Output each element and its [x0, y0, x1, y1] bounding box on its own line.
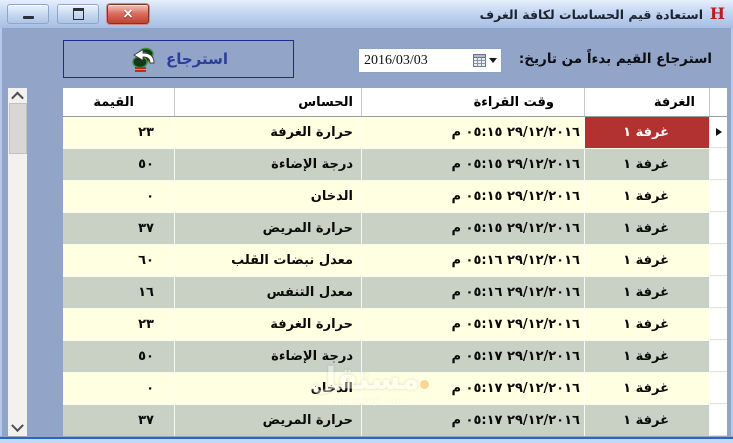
- restore-data-icon: [132, 47, 155, 72]
- window-title: استعادة قيم الحساسات لكافة الغرف: [479, 6, 703, 22]
- cell-sensor[interactable]: حرارة الغرفة: [175, 117, 362, 148]
- cell-time[interactable]: ٢٩/١٢/٢٠١٦ ٠٥:١٧ م: [362, 309, 585, 340]
- app-logo-icon: H: [709, 3, 725, 23]
- column-header-time[interactable]: وقت القراءة: [362, 88, 585, 116]
- sensor-values-grid: الغرفة وقت القراءة الحساس القيمة غرفة ١ …: [63, 88, 727, 437]
- cell-sensor[interactable]: درجة الإضاءة: [175, 149, 362, 180]
- cell-value[interactable]: ٠: [63, 373, 175, 404]
- record-selector-cell[interactable]: [710, 341, 727, 372]
- record-selector-cell[interactable]: [710, 245, 727, 276]
- scrollbar-thumb[interactable]: [9, 103, 27, 154]
- retrieve-button-label: استرجاع: [165, 50, 229, 68]
- calendar-icon: [473, 54, 486, 67]
- column-header-sensor[interactable]: الحساس: [175, 88, 362, 116]
- table-row[interactable]: غرفة ١ ٢٩/١٢/٢٠١٦ ٠٥:١٧ م درجة الإضاءة ٥…: [63, 341, 727, 373]
- cell-value[interactable]: ٣٧: [63, 213, 175, 244]
- cell-time[interactable]: ٢٩/١٢/٢٠١٦ ٠٥:١٧ م: [362, 373, 585, 404]
- table-row[interactable]: غرفة ١ ٢٩/١٢/٢٠١٦ ٠٥:١٥ م حرارة الغرفة ٢…: [63, 117, 727, 149]
- table-body: غرفة ١ ٢٩/١٢/٢٠١٦ ٠٥:١٥ م حرارة الغرفة ٢…: [63, 117, 727, 437]
- cell-value[interactable]: ٣٧: [63, 405, 175, 436]
- cell-room[interactable]: غرفة ١: [585, 277, 710, 308]
- cell-sensor[interactable]: حرارة المريض: [175, 405, 362, 436]
- record-selector-cell[interactable]: [710, 277, 727, 308]
- cell-value[interactable]: ٥٠: [63, 149, 175, 180]
- minimize-button[interactable]: [7, 4, 49, 24]
- record-selector-cell[interactable]: [710, 181, 727, 212]
- record-selector-cell[interactable]: [710, 373, 727, 404]
- record-selector-header: [710, 88, 727, 116]
- date-value[interactable]: 2016/03/03: [364, 52, 428, 68]
- cell-value[interactable]: ٦٠: [63, 245, 175, 276]
- cell-room[interactable]: غرفة ١: [585, 373, 710, 404]
- cell-time[interactable]: ٢٩/١٢/٢٠١٦ ٠٥:١٦ م: [362, 245, 585, 276]
- cell-room[interactable]: غرفة ١: [585, 149, 710, 180]
- cell-time[interactable]: ٢٩/١٢/٢٠١٦ ٠٥:١٧ م: [362, 341, 585, 372]
- window-controls: ×: [7, 4, 149, 24]
- date-picker[interactable]: 2016/03/03: [358, 48, 502, 73]
- window-border-right: [731, 28, 733, 443]
- window-border-left: [0, 28, 2, 443]
- retrieve-button[interactable]: استرجاع: [63, 40, 294, 78]
- date-picker-controls[interactable]: [473, 54, 501, 67]
- current-record-arrow-icon: [715, 128, 722, 136]
- dropdown-arrow-icon: [489, 58, 497, 63]
- cell-time[interactable]: ٢٩/١٢/٢٠١٦ ٠٥:١٥ م: [362, 181, 585, 212]
- grid-header-row: الغرفة وقت القراءة الحساس القيمة: [63, 88, 727, 117]
- close-button[interactable]: ×: [107, 4, 149, 24]
- cell-value[interactable]: ٥٠: [63, 341, 175, 372]
- cell-time[interactable]: ٢٩/١٢/٢٠١٦ ٠٥:١٥ م: [362, 213, 585, 244]
- cell-room[interactable]: غرفة ١: [585, 245, 710, 276]
- cell-time[interactable]: ٢٩/١٢/٢٠١٦ ٠٥:١٥ م: [362, 149, 585, 180]
- cell-room[interactable]: غرفة ١: [585, 341, 710, 372]
- cell-sensor[interactable]: الدخان: [175, 373, 362, 404]
- title-area: H استعادة قيم الحساسات لكافة الغرف: [480, 0, 725, 28]
- title-bar[interactable]: H استعادة قيم الحساسات لكافة الغرف ×: [0, 0, 733, 29]
- scroll-down-button[interactable]: [8, 419, 27, 437]
- cell-time[interactable]: ٢٩/١٢/٢٠١٦ ٠٥:١٦ م: [362, 277, 585, 308]
- minimize-icon: [22, 15, 34, 19]
- cell-value[interactable]: ٠: [63, 181, 175, 212]
- cell-sensor[interactable]: الدخان: [175, 181, 362, 212]
- cell-value[interactable]: ٢٣: [63, 309, 175, 340]
- cell-sensor[interactable]: درجة الإضاءة: [175, 341, 362, 372]
- cell-time[interactable]: ٢٩/١٢/٢٠١٦ ٠٥:١٥ م: [362, 117, 585, 148]
- vertical-scrollbar[interactable]: [8, 88, 27, 437]
- table-row[interactable]: غرفة ١ ٢٩/١٢/٢٠١٦ ٠٥:١٧ م حرارة المريض ٣…: [63, 405, 727, 437]
- cell-room[interactable]: غرفة ١: [585, 213, 710, 244]
- date-label: استرجاع القيم بدءاً من تاريخ:: [518, 51, 712, 67]
- column-header-value[interactable]: القيمة: [63, 88, 175, 116]
- record-selector-cell[interactable]: [710, 213, 727, 244]
- cell-room[interactable]: غرفة ١: [585, 181, 710, 212]
- cell-sensor[interactable]: معدل التنفس: [175, 277, 362, 308]
- record-selector-cell[interactable]: [710, 309, 727, 340]
- table-row[interactable]: غرفة ١ ٢٩/١٢/٢٠١٦ ٠٥:١٥ م حرارة المريض ٣…: [63, 213, 727, 245]
- record-selector-cell[interactable]: [710, 117, 727, 148]
- record-selector-cell[interactable]: [710, 405, 727, 436]
- column-header-room[interactable]: الغرفة: [585, 88, 710, 116]
- cell-sensor[interactable]: حرارة المريض: [175, 213, 362, 244]
- table-row[interactable]: غرفة ١ ٢٩/١٢/٢٠١٦ ٠٥:١٥ م الدخان ٠: [63, 181, 727, 213]
- record-selector-cell[interactable]: [710, 149, 727, 180]
- cell-room[interactable]: غرفة ١: [585, 117, 710, 148]
- cell-room[interactable]: غرفة ١: [585, 405, 710, 436]
- chevron-down-icon: [11, 419, 24, 433]
- window-border-bottom: [0, 436, 733, 443]
- table-row[interactable]: غرفة ١ ٢٩/١٢/٢٠١٦ ٠٥:١٦ م معدل التنفس ١٦: [63, 277, 727, 309]
- cell-value[interactable]: ٢٣: [63, 117, 175, 148]
- cell-sensor[interactable]: حرارة الغرفة: [175, 309, 362, 340]
- table-row[interactable]: غرفة ١ ٢٩/١٢/٢٠١٦ ٠٥:١٧ م حرارة الغرفة ٢…: [63, 309, 727, 341]
- close-icon: ×: [122, 6, 134, 22]
- cell-sensor[interactable]: معدل نبضات القلب: [175, 245, 362, 276]
- table-row[interactable]: غرفة ١ ٢٩/١٢/٢٠١٦ ٠٥:١٥ م درجة الإضاءة ٥…: [63, 149, 727, 181]
- cell-room[interactable]: غرفة ١: [585, 309, 710, 340]
- table-row[interactable]: غرفة ١ ٢٩/١٢/٢٠١٦ ٠٥:١٦ م معدل نبضات الق…: [63, 245, 727, 277]
- maximize-icon: [72, 8, 84, 20]
- cell-time[interactable]: ٢٩/١٢/٢٠١٦ ٠٥:١٧ م: [362, 405, 585, 436]
- cell-value[interactable]: ١٦: [63, 277, 175, 308]
- table-row[interactable]: غرفة ١ ٢٩/١٢/٢٠١٦ ٠٥:١٧ م الدخان ٠: [63, 373, 727, 405]
- maximize-button[interactable]: [57, 4, 99, 24]
